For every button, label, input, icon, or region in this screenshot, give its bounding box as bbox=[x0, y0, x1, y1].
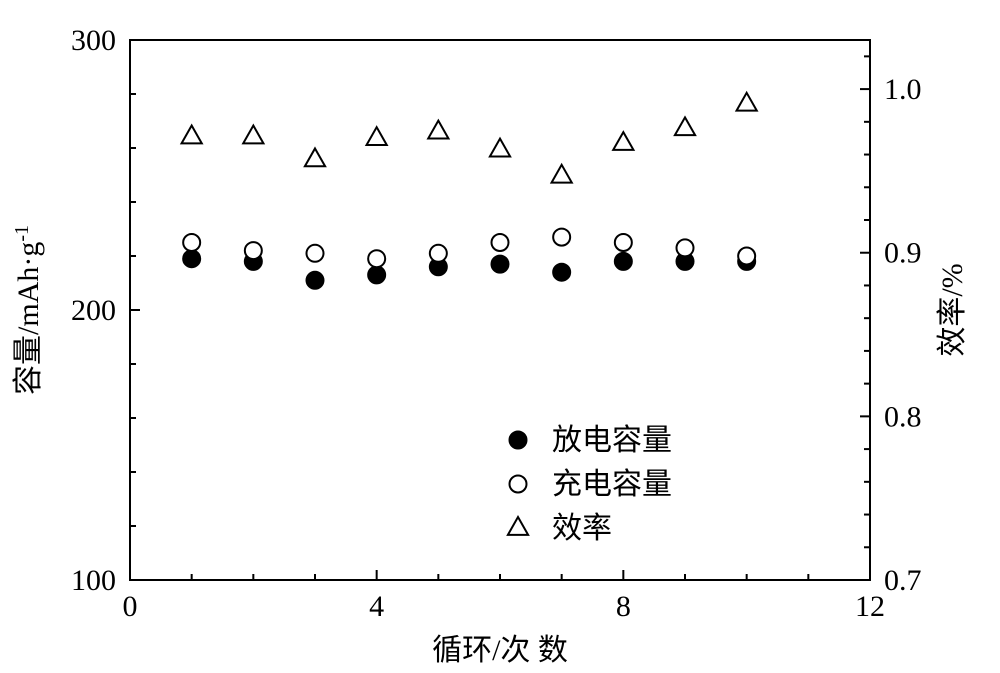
legend-label-charge: 充电容量 bbox=[552, 468, 672, 501]
y-left-tick-label: 300 bbox=[71, 24, 116, 57]
x-tick-label: 12 bbox=[855, 590, 885, 623]
x-tick-label: 8 bbox=[616, 590, 631, 623]
y-left-axis-label: 容量/mAh·g-1 bbox=[11, 225, 45, 395]
x-tick-label: 4 bbox=[369, 590, 384, 623]
y-left-tick-label: 200 bbox=[71, 294, 116, 327]
capacity-efficiency-chart: 0 4 8 12 循环/次 数 100 200 300 容量/mAh·g-1 0.7 0.8 0.9 1… bbox=[0, 0, 1000, 673]
legend-label-discharge: 放电容量 bbox=[552, 424, 672, 457]
y-right-tick-label: 1.0 bbox=[884, 73, 922, 106]
y-right-axis-label: 效率/% bbox=[936, 263, 969, 356]
y-left-tick-label: 100 bbox=[71, 564, 116, 597]
y-right-tick-label: 0.7 bbox=[884, 564, 922, 597]
x-axis-label: 循环/次 数 bbox=[432, 634, 568, 667]
x-tick-label: 0 bbox=[123, 590, 138, 623]
y-right-tick-label: 0.8 bbox=[884, 400, 922, 433]
y-right-tick-label: 0.9 bbox=[884, 237, 922, 270]
legend-label-efficiency: 效率 bbox=[552, 512, 612, 545]
